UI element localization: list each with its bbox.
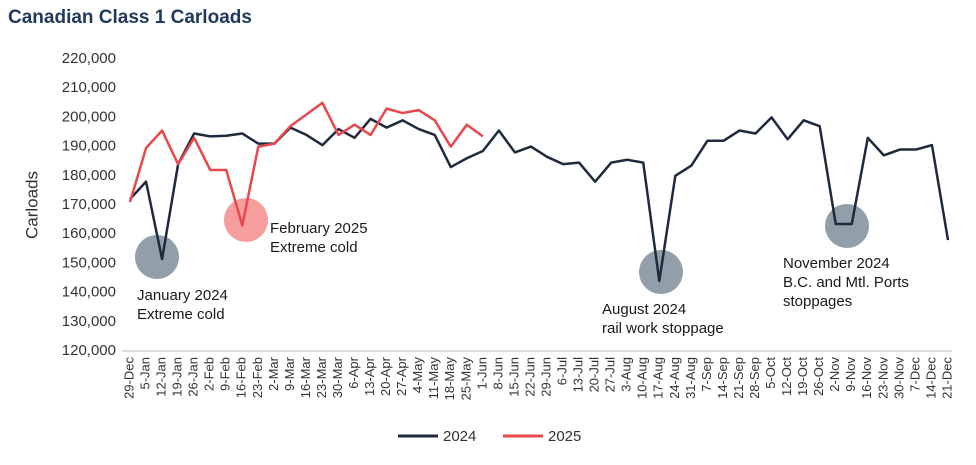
- x-tick-label: 16-Feb: [234, 357, 249, 398]
- x-tick-label: 29-Dec: [121, 357, 136, 399]
- legend-label: 2025: [548, 428, 581, 445]
- x-tick-label: 20-Apr: [378, 356, 393, 396]
- y-tick-label: 210,000: [62, 79, 116, 96]
- y-tick-label: 140,000: [62, 284, 116, 301]
- y-tick-label: 150,000: [62, 254, 116, 271]
- annotation-marker: [825, 204, 869, 248]
- y-tick-label: 130,000: [62, 313, 116, 330]
- x-tick-label: 29-Jun: [538, 357, 553, 397]
- series-line: [129, 116, 950, 283]
- x-tick-label: 23-Feb: [250, 357, 265, 398]
- x-tick-label: 30-Mar: [330, 356, 345, 398]
- x-tick-label: 11-May: [426, 357, 441, 400]
- x-tick-label: 28-Sep: [747, 357, 762, 399]
- x-tick-label: 15-Jun: [506, 357, 521, 397]
- x-tick-label: 22-Jun: [522, 357, 537, 397]
- y-tick-label: 220,000: [62, 50, 116, 67]
- x-tick-label: 13-Jul: [571, 357, 586, 393]
- y-axis-label: Carloads: [22, 171, 41, 239]
- y-tick-label: 120,000: [62, 342, 116, 359]
- y-tick-label: 170,000: [62, 196, 116, 213]
- x-tick-label: 27-Apr: [394, 356, 409, 396]
- annotation: Extreme cold: [137, 306, 225, 323]
- x-tick-label: 19-Jan: [170, 357, 185, 397]
- x-tick-label: 18-May: [442, 357, 457, 401]
- x-tick-label: 1-Jun: [474, 357, 489, 390]
- x-tick-label: 26-Jan: [186, 357, 201, 397]
- x-tick-label: 17-Aug: [651, 357, 666, 399]
- x-tick-label: 23-Mar: [314, 356, 329, 398]
- x-tick-label: 31-Aug: [683, 357, 698, 399]
- x-tick-label: 14-Sep: [715, 357, 730, 399]
- x-tick-label: 24-Aug: [667, 357, 682, 399]
- x-tick-label: 8-Jun: [490, 357, 505, 390]
- x-tick-label: 12-Oct: [779, 357, 794, 396]
- annotation: B.C. and Mtl. Ports: [783, 274, 909, 291]
- x-tick-label: 13-Apr: [362, 356, 377, 396]
- legend-label: 2024: [443, 428, 476, 445]
- x-tick-label: 6-Apr: [346, 356, 361, 388]
- annotation: August 2024: [602, 301, 686, 318]
- annotation: rail work stoppage: [602, 320, 724, 337]
- y-tick-label: 190,000: [62, 138, 116, 155]
- annotation: November 2024: [783, 255, 890, 272]
- x-tick-label: 23-Nov: [875, 357, 890, 399]
- x-tick-label: 27-Jul: [603, 357, 618, 393]
- x-tick-label: 3-Aug: [619, 357, 634, 392]
- annotation-marker: [135, 235, 179, 279]
- annotation: February 2025: [270, 220, 368, 237]
- x-tick-label: 7-Sep: [699, 357, 714, 392]
- x-tick-label: 5-Jan: [137, 357, 152, 390]
- chart-title: Canadian Class 1 Carloads: [8, 7, 252, 28]
- x-tick-label: 5-Oct: [763, 357, 778, 389]
- x-tick-label: 14-Dec: [923, 357, 938, 399]
- y-tick-label: 180,000: [62, 167, 116, 184]
- x-tick-label: 25-May: [458, 357, 473, 401]
- annotation: January 2024: [137, 287, 228, 304]
- x-tick-label: 7-Dec: [907, 357, 922, 392]
- x-tick-label: 21-Dec: [939, 357, 954, 399]
- x-tick-label: 6-Jul: [554, 357, 569, 385]
- x-tick-label: 4-May: [410, 357, 425, 394]
- x-tick-label: 2-Nov: [827, 357, 842, 392]
- x-tick-label: 12-Jan: [154, 357, 169, 397]
- x-tick-label: 30-Nov: [891, 357, 906, 399]
- y-tick-label: 160,000: [62, 225, 116, 242]
- x-tick-label: 10-Aug: [635, 357, 650, 399]
- annotation-marker: [224, 198, 268, 242]
- y-tick-label: 200,000: [62, 108, 116, 125]
- x-tick-label: 2-Feb: [202, 357, 217, 391]
- annotation: stoppages: [783, 293, 852, 310]
- x-tick-label: 20-Jul: [587, 357, 602, 393]
- x-tick-label: 16-Mar: [298, 356, 313, 398]
- x-tick-label: 26-Oct: [811, 357, 826, 396]
- annotation: Extreme cold: [270, 239, 358, 256]
- x-tick-label: 19-Oct: [795, 357, 810, 396]
- x-tick-label: 2-Mar: [266, 356, 281, 391]
- x-tick-label: 9-Mar: [282, 356, 297, 391]
- x-tick-label: 21-Sep: [731, 357, 746, 399]
- x-tick-label: 16-Nov: [859, 357, 874, 399]
- series-line: [128, 101, 484, 227]
- x-tick-label: 9-Nov: [843, 357, 858, 392]
- x-tick-label: 9-Feb: [218, 357, 233, 391]
